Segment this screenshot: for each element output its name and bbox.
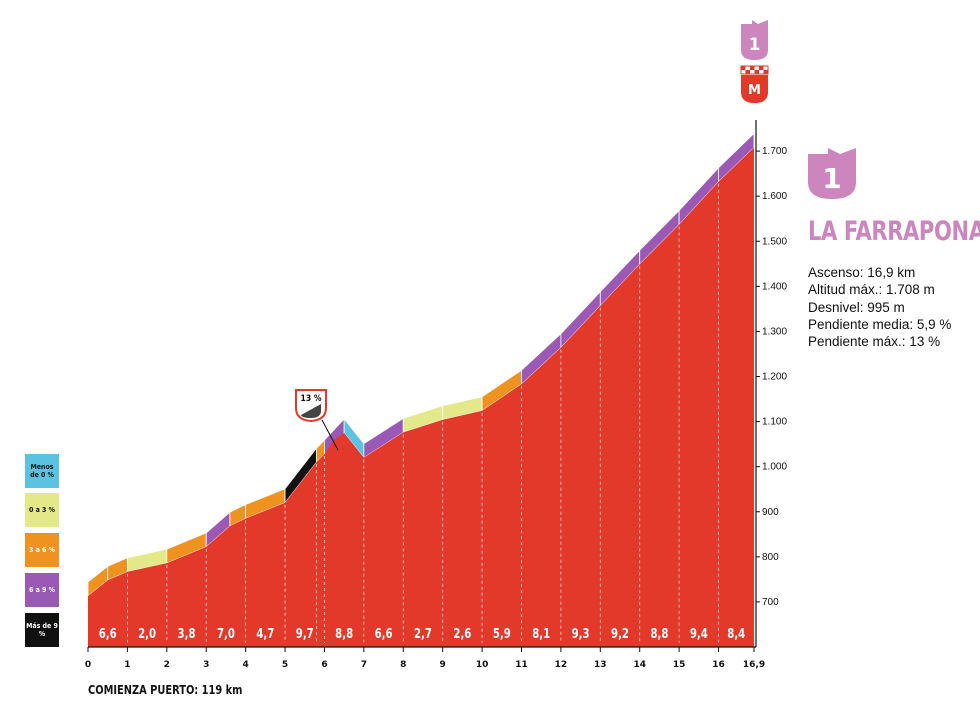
x-tick-label: 1 [124, 660, 130, 670]
stat-average-gradient: Pendiente media: 5,9 % [808, 316, 952, 332]
x-tick-label: 3 [203, 660, 209, 670]
x-tick-label: 2 [164, 660, 170, 670]
stat-elevation-gain: Desnivel: 995 m [808, 299, 905, 315]
x-tick-label: 11 [515, 660, 528, 670]
gradient-segment [718, 132, 755, 183]
max-gradient-label: 13 % [301, 394, 322, 404]
x-tick-label: 4 [243, 660, 249, 670]
gradient-label: 8,4 [727, 626, 745, 642]
gradient-label: 9,4 [690, 626, 708, 642]
max-gradient-callout: 13 % [295, 389, 339, 451]
gradient-label: 6,6 [375, 626, 393, 642]
profile-fill-layer [88, 147, 754, 647]
gradient-label: 3,8 [178, 626, 196, 642]
summit-category-number: 1 [749, 35, 761, 55]
category-badge-number: 1 [822, 162, 841, 195]
x-tick-label: 16,9 [743, 660, 765, 670]
profile-area [88, 147, 754, 647]
km-divider-layer [127, 183, 719, 643]
x-tick-label: 9 [440, 660, 446, 670]
gradient-band-layer [87, 132, 755, 597]
y-tick-label: 1.700 [762, 146, 787, 157]
y-tick-label: 1.200 [762, 372, 787, 383]
y-tick-label: 800 [762, 552, 779, 563]
x-tick-label: 0 [85, 660, 91, 670]
x-tick-label: 13 [594, 660, 607, 670]
y-tick-label: 1.400 [762, 281, 787, 292]
x-tick-label: 15 [673, 660, 686, 670]
legend-label: 0 a 3 % [29, 506, 55, 514]
gradient-slope-icon [301, 404, 321, 418]
climb-stats: Ascenso: 16,9 km Altitud máx.: 1.708 m D… [808, 264, 951, 350]
x-tick-label: 8 [400, 660, 406, 670]
checkered-flag-icon [741, 66, 768, 74]
x-tick-label: 7 [361, 660, 367, 670]
gradient-label: 9,3 [572, 626, 590, 642]
summit-category-flag-shape [741, 20, 768, 60]
summit-category-badge: 1 [741, 20, 768, 60]
gradient-label: 9,2 [611, 626, 629, 642]
x-tick-label: 6 [321, 660, 327, 670]
y-tick-label: 1.000 [762, 462, 787, 473]
gradient-label-layer: 6,6 2,0 3,8 7,0 4,7 9,7 8,8 6,6 2,7 2,6 5,9 8,1 9,3 9… [99, 626, 746, 642]
x-tick-label: 10 [476, 660, 489, 670]
y-tick-label: 1.100 [762, 417, 787, 428]
summit-marker-letter: M [748, 83, 761, 98]
stat-max-altitude: Altitud máx.: 1.708 m [808, 282, 935, 298]
gradient-label: 2,0 [138, 626, 156, 642]
gradient-label: 5,9 [493, 626, 511, 642]
legend-label: Más de 9 % [26, 622, 58, 638]
callout-pointer [321, 419, 339, 451]
y-tick-label: 700 [762, 597, 779, 608]
legend-6-9: 6 a 9 % [25, 573, 59, 607]
legend-label: 3 a 6 % [29, 546, 55, 554]
y-tick-label: 1.600 [762, 191, 787, 202]
gradient-label: 4,7 [256, 626, 274, 642]
x-tick-label: 12 [555, 660, 568, 670]
stat-ascent: Ascenso: 16,9 km [808, 265, 916, 280]
legend-over-9: Más de 9 % [25, 613, 59, 647]
y-tick-label: 1.500 [762, 236, 787, 247]
gradient-label: 6,6 [99, 626, 117, 642]
gradient-label: 7,0 [217, 626, 235, 642]
climb-start-label: COMIENZA PUERTO: 119 km [88, 683, 243, 697]
gradient-label: 8,1 [532, 626, 550, 642]
x-tick-label: 14 [633, 660, 646, 670]
legend-label: Menos de 0 % [30, 463, 54, 479]
gradient-label: 2,7 [414, 626, 432, 642]
gradient-label: 8,8 [335, 626, 353, 642]
legend-3-6: 3 a 6 % [25, 533, 59, 567]
gradient-label: 2,6 [453, 626, 471, 642]
axis-layer: 0 1 2 3 4 5 6 7 8 9 10 11 12 13 14 15 16 16,97008009001.0… [85, 120, 787, 670]
summit-finish-marker: M [740, 65, 769, 103]
x-tick-label: 16 [712, 660, 725, 670]
x-tick-label: 5 [282, 660, 288, 670]
legend-label: 6 a 9 % [29, 586, 55, 594]
climb-name: LA FARRAPONA [808, 216, 980, 247]
legend-0-3: 0 a 3 % [25, 493, 59, 527]
summit-marker-layer: 1 M 13 % [295, 20, 769, 451]
gradient-label: 9,7 [296, 626, 314, 642]
legend-below-zero: Menos de 0 % [25, 454, 59, 488]
stat-max-gradient: Pendiente máx.: 13 % [808, 334, 941, 350]
gradient-label: 8,8 [650, 626, 668, 642]
y-tick-label: 1.300 [762, 326, 787, 337]
category-badge-icon: 1 [808, 148, 856, 199]
y-tick-label: 900 [762, 507, 779, 518]
